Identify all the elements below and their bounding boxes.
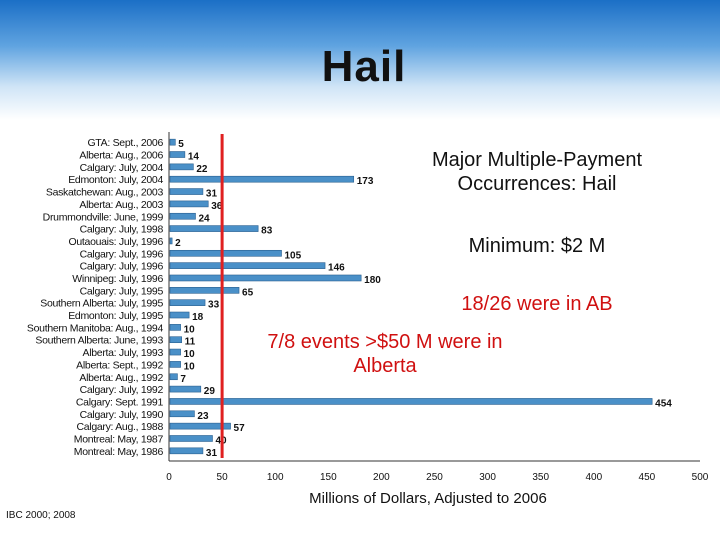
value-label: 31 [206, 448, 218, 459]
bar [169, 336, 182, 344]
value-label: 31 [206, 189, 218, 200]
value-label: 105 [285, 250, 302, 261]
x-tick-label: 400 [585, 472, 602, 483]
bar [169, 385, 202, 393]
category-label: Calgary: July, 1998 [80, 224, 164, 236]
category-label: Southern Alberta: July, 1995 [40, 298, 163, 310]
value-label: 65 [242, 287, 254, 298]
category-label: Calgary: July, 1996 [80, 248, 164, 260]
x-tick-label: 50 [217, 472, 229, 483]
category-label: Calgary: July, 1992 [80, 384, 164, 396]
bar [169, 311, 190, 319]
value-label: 173 [357, 176, 374, 187]
value-label: 36 [211, 201, 223, 212]
x-tick-label: 0 [166, 472, 172, 483]
bar [169, 398, 653, 405]
category-label: Alberta: Aug., 1992 [79, 372, 163, 384]
category-label: Alberta: Aug., 2006 [79, 150, 163, 162]
slide-title: Hail [321, 42, 407, 91]
value-label: 57 [234, 423, 246, 434]
x-tick-label: 250 [426, 472, 443, 483]
bar [169, 287, 240, 294]
bar [169, 188, 204, 195]
bar [169, 138, 176, 146]
plot-area [169, 132, 700, 461]
value-label: 24 [198, 213, 210, 224]
category-label: Alberta: Sept., 1992 [76, 359, 163, 371]
value-label: 14 [188, 152, 200, 163]
note-alberta-count: 18/26 were in AB [461, 293, 613, 315]
note-occurrences: Major Multiple-Payment Occurrences: Hail [431, 149, 643, 195]
value-label: 22 [196, 164, 208, 175]
value-label: 83 [261, 226, 273, 237]
value-label: 146 [328, 263, 345, 274]
category-label: Calgary: July, 1996 [80, 261, 164, 273]
bar [169, 249, 282, 257]
category-label: Edmonton: July, 2004 [68, 174, 163, 186]
x-tick-label: 200 [373, 472, 390, 483]
category-label: Winnipeg: July, 1996 [72, 273, 163, 285]
bar [169, 299, 206, 306]
note-minimum: Minimum: $2 M [468, 235, 606, 257]
bar [169, 348, 181, 356]
category-label: Alberta: Aug., 2003 [79, 199, 163, 211]
value-label: 5 [178, 139, 184, 150]
category-label: GTA: Sept., 2006 [87, 137, 163, 149]
bar [169, 151, 186, 158]
x-tick-label: 300 [479, 472, 496, 483]
x-tick-label: 350 [532, 472, 549, 483]
bar [169, 422, 231, 430]
bar [169, 175, 355, 183]
bar [169, 163, 194, 171]
bar [169, 373, 178, 381]
bar [169, 361, 181, 368]
bar [169, 200, 209, 208]
bar [169, 410, 195, 418]
category-label: Southern Manitoba: Aug., 1994 [27, 322, 164, 334]
bar [169, 274, 362, 282]
bar [169, 447, 204, 455]
value-label: 33 [208, 300, 220, 311]
category-label: Calgary: July, 1990 [80, 409, 164, 421]
value-label: 2 [175, 238, 181, 249]
x-tick-label: 500 [692, 472, 709, 483]
bar [169, 212, 196, 220]
x-tick-label: 150 [320, 472, 337, 483]
category-label: Saskatchewan: Aug., 2003 [46, 187, 164, 199]
bar [169, 237, 173, 245]
value-label: 18 [192, 312, 204, 323]
bar [169, 262, 326, 269]
category-label: Calgary: July, 2004 [80, 162, 164, 174]
value-label: 11 [185, 337, 196, 348]
value-label: 10 [184, 324, 196, 335]
bar [169, 435, 213, 442]
value-label: 7 [180, 374, 186, 385]
category-label: Alberta: July, 1993 [83, 347, 164, 359]
note-alberta-large: 7/8 events >$50 M were in Alberta [267, 331, 503, 377]
category-label: Calgary: Aug., 1988 [76, 421, 163, 433]
x-tick-label: 450 [639, 472, 656, 483]
value-label: 454 [655, 398, 672, 409]
source-citation: IBC 2000; 2008 [6, 510, 76, 521]
bar [169, 225, 259, 232]
category-label: Drummondville: June, 1999 [43, 211, 164, 223]
category-label: Edmonton: July, 1995 [68, 310, 163, 322]
category-label: Calgary: Sept. 1991 [76, 396, 164, 408]
category-label: Montreal: May, 1987 [74, 433, 164, 445]
value-label: 29 [204, 386, 216, 397]
value-label: 10 [184, 349, 196, 360]
category-label: Calgary: July, 1995 [80, 285, 164, 297]
category-label: Montreal: May, 1986 [74, 446, 164, 458]
category-label: Outaouais: July, 1996 [69, 236, 164, 248]
header-band [0, 0, 720, 120]
x-tick-label: 100 [267, 472, 284, 483]
value-label: 23 [197, 411, 209, 422]
value-label: 180 [364, 275, 381, 286]
bar [169, 324, 181, 331]
value-label: 10 [184, 361, 196, 372]
x-axis-label: Millions of Dollars, Adjusted to 2006 [309, 490, 547, 507]
category-label: Southern Alberta: June, 1993 [35, 335, 163, 347]
